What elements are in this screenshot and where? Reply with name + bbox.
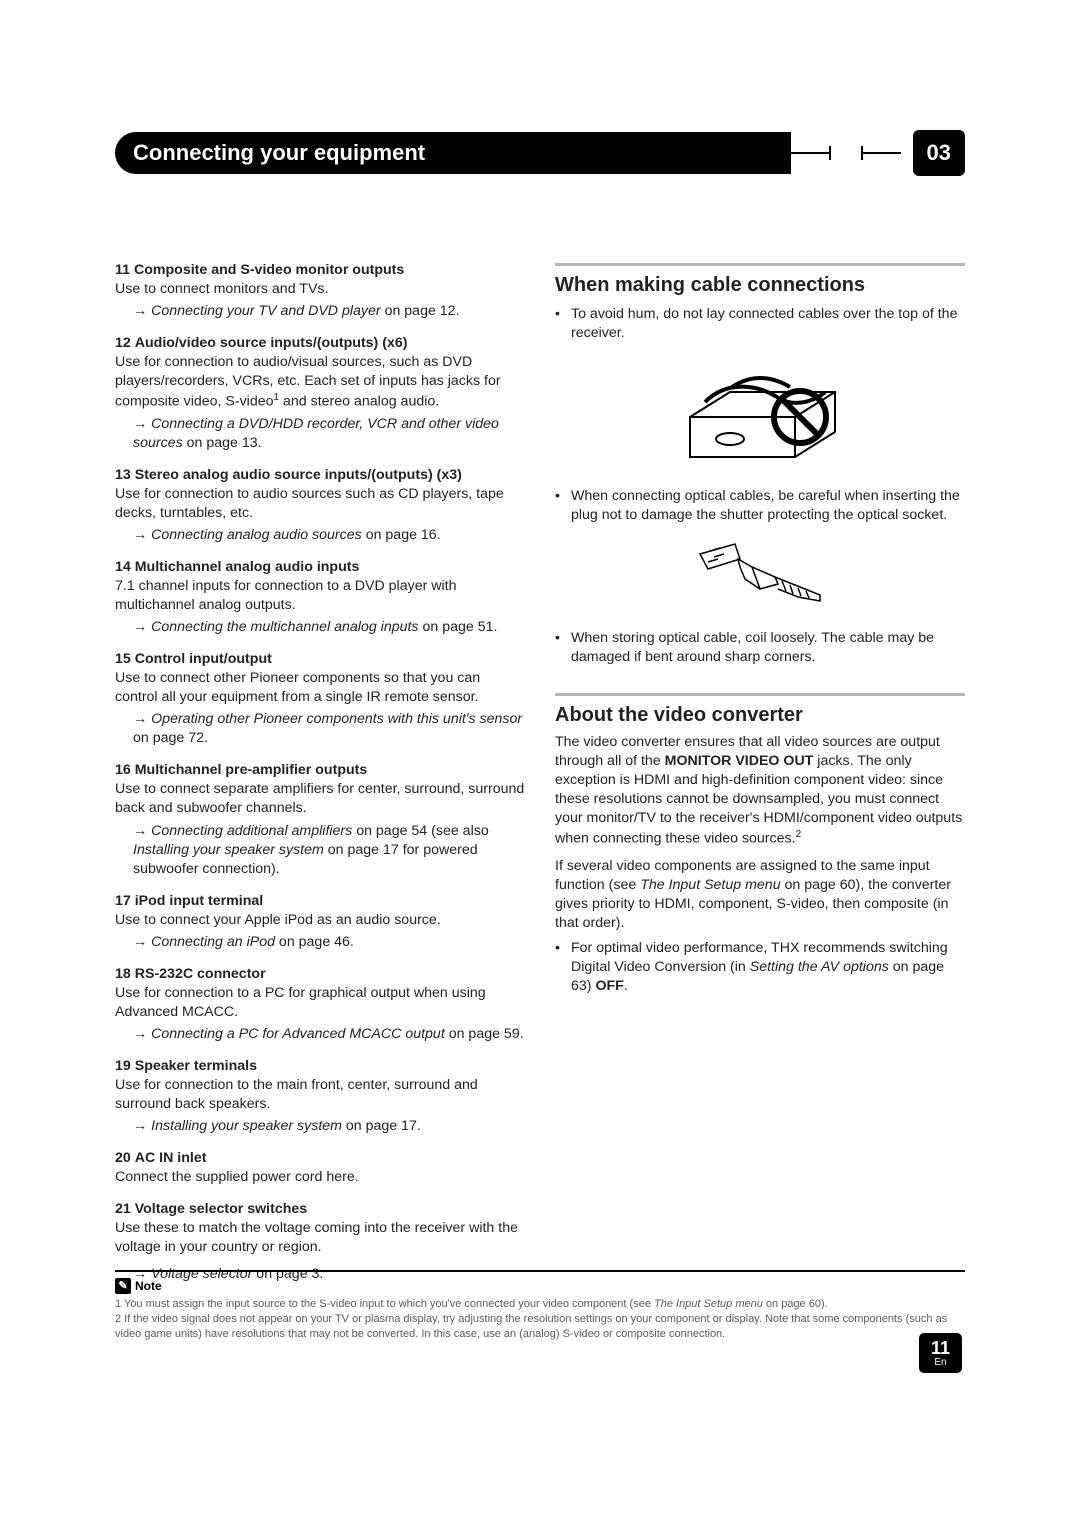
cable-bullet-1: To avoid hum, do not lay connected cable… [555,305,965,343]
item-18-link: Connecting a PC for Advanced MCACC outpu… [115,1025,525,1044]
header-bracket-left [861,152,901,154]
page-number: 11 [931,1339,950,1357]
pencil-icon: ✎ [115,1278,131,1294]
video-p2: If several video components are assigned… [555,857,965,933]
item-17-link: Connecting an iPod on page 46. [115,933,525,952]
item-20-body: Connect the supplied power cord here. [115,1168,525,1187]
item-20-title: 20 AC IN inlet [115,1149,525,1168]
footnote-2: 2 If the video signal does not appear on… [115,1312,965,1342]
item-17-body: Use to connect your Apple iPod as an aud… [115,911,525,930]
footnote-section: ✎ Note 1 You must assign the input sourc… [115,1270,965,1342]
item-11-title: 11 Composite and S-video monitor outputs [115,261,525,280]
item-11-link: Connecting your TV and DVD player on pag… [115,302,525,321]
item-16-title: 16 Multichannel pre-amplifier outputs [115,761,525,780]
item-21-body: Use these to match the voltage coming in… [115,1219,525,1257]
receiver-prohibit-illustration [555,357,965,473]
note-label: ✎ Note [115,1278,162,1294]
left-column: 11 Composite and S-video monitor outputs… [115,261,525,1287]
item-21-title: 21 Voltage selector switches [115,1200,525,1219]
item-15-body: Use to connect other Pioneer components … [115,669,525,707]
chapter-header: Connecting your equipment 03 [115,130,965,176]
item-14-link: Connecting the multichannel analog input… [115,618,525,637]
optical-plug-illustration [555,539,965,615]
item-19-link: Installing your speaker system on page 1… [115,1117,525,1136]
header-bracket-right [791,152,831,154]
cable-bullet-3: When storing optical cable, coil loosely… [555,629,965,667]
item-12-link: Connecting a DVD/HDD recorder, VCR and o… [115,415,525,453]
chapter-number: 03 [913,130,965,176]
item-16-link: Connecting additional amplifiers on page… [115,822,525,879]
item-13-body: Use for connection to audio sources such… [115,485,525,523]
item-18-title: 18 RS-232C connector [115,965,525,984]
footnote-text: 1 You must assign the input source to th… [115,1297,965,1342]
item-14-title: 14 Multichannel analog audio inputs [115,558,525,577]
item-19-title: 19 Speaker terminals [115,1057,525,1076]
item-11-body: Use to connect monitors and TVs. [115,280,525,299]
item-16-body: Use to connect separate amplifiers for c… [115,780,525,818]
footnote-1: 1 You must assign the input source to th… [115,1297,965,1312]
item-18-body: Use for connection to a PC for graphical… [115,984,525,1022]
item-14-body: 7.1 channel inputs for connection to a D… [115,577,525,615]
item-17-title: 17 iPod input terminal [115,892,525,911]
item-15-link: Operating other Pioneer components with … [115,710,525,748]
section-video-title: About the video converter [555,693,965,729]
video-p1: The video converter ensures that all vid… [555,733,965,849]
item-13-link: Connecting analog audio sources on page … [115,526,525,545]
section-cable-title: When making cable connections [555,263,965,299]
item-12-title: 12 Audio/video source inputs/(outputs) (… [115,334,525,353]
page-number-badge: 11 En [919,1333,962,1373]
video-bullet-1: For optimal video performance, THX recom… [555,939,965,996]
item-12-body: Use for connection to audio/visual sourc… [115,353,525,412]
item-13-title: 13 Stereo analog audio source inputs/(ou… [115,466,525,485]
chapter-title: Connecting your equipment [115,132,791,174]
item-15-title: 15 Control input/output [115,650,525,669]
content-columns: 11 Composite and S-video monitor outputs… [115,261,965,1287]
right-column: When making cable connections To avoid h… [555,261,965,1287]
item-19-body: Use for connection to the main front, ce… [115,1076,525,1114]
page-lang: En [931,1357,950,1369]
cable-bullet-2: When connecting optical cables, be caref… [555,487,965,525]
